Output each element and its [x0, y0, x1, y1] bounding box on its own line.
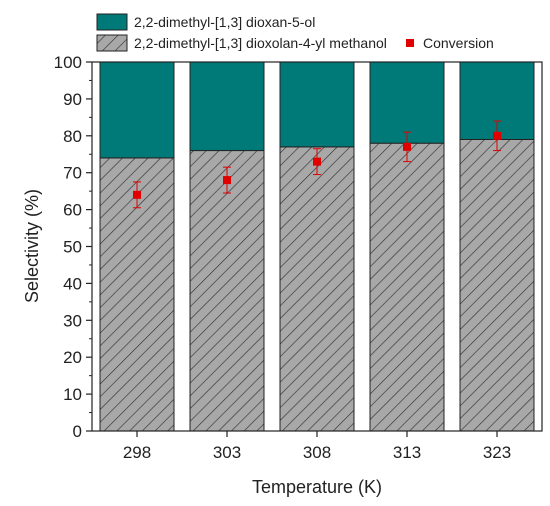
y-tick-label-100: 100 — [54, 53, 82, 72]
legend-label-dioxan: 2,2-dimethyl-[1,3] dioxan-5-ol — [134, 14, 315, 30]
x-tick-label-303: 303 — [213, 443, 241, 462]
y-tick-label-20: 20 — [63, 348, 82, 367]
legend-label-conversion: Conversion — [423, 35, 494, 51]
y-tick-label-30: 30 — [63, 311, 82, 330]
bar-dioxan-308 — [279, 61, 355, 148]
conversion-markers-layer — [133, 120, 501, 209]
legend: 2,2-dimethyl-[1,3] dioxan-5-ol 2,2-dimet… — [96, 13, 494, 52]
x-axis: 298 303 308 313 323 — [123, 431, 511, 462]
y-tick-label-90: 90 — [63, 90, 82, 109]
y-tick-label-80: 80 — [63, 127, 82, 146]
x-tick-label-308: 308 — [303, 443, 331, 462]
y-tick-label-40: 40 — [63, 274, 82, 293]
bar-dioxolan-323 — [459, 138, 535, 432]
y-axis: 0 10 20 30 40 50 60 70 80 90 100 — [54, 53, 92, 441]
y-tick-label-70: 70 — [63, 164, 82, 183]
bar-dioxolan-308 — [279, 146, 355, 432]
bar-dioxan-298 — [99, 61, 175, 159]
legend-swatch-dioxan — [96, 13, 128, 31]
bar-dioxolan-303 — [189, 150, 265, 432]
y-tick-label-0: 0 — [73, 422, 82, 441]
conversion-point-298 — [133, 181, 141, 209]
y-tick-label-10: 10 — [63, 385, 82, 404]
bar-dioxolan-313 — [369, 142, 445, 432]
conversion-point-308 — [313, 148, 321, 176]
y-tick-label-50: 50 — [63, 238, 82, 257]
conversion-point-313 — [403, 131, 411, 163]
conversion-point-303 — [223, 166, 231, 194]
bar-dioxan-303 — [189, 61, 265, 152]
legend-marker-conversion — [406, 39, 414, 47]
y-axis-title: Selectivity (%) — [22, 189, 42, 303]
conversion-point-323 — [493, 120, 501, 152]
bars-layer — [99, 61, 535, 432]
x-tick-label-323: 323 — [483, 443, 511, 462]
y-tick-label-60: 60 — [63, 201, 82, 220]
bar-dioxan-313 — [369, 61, 445, 144]
x-tick-label-298: 298 — [123, 443, 151, 462]
legend-label-dioxolan: 2,2-dimethyl-[1,3] dioxolan-4-yl methano… — [134, 35, 387, 51]
x-tick-label-313: 313 — [393, 443, 421, 462]
x-axis-title: Temperature (K) — [252, 477, 382, 497]
legend-swatch-dioxolan — [96, 34, 128, 52]
